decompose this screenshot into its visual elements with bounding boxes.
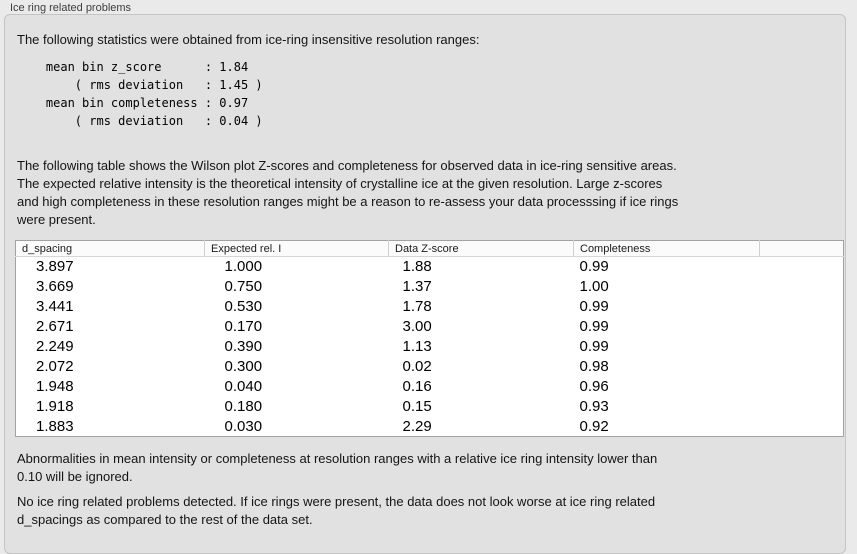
cell-d-spacing: 3.669 [36, 278, 74, 295]
cell-d-spacing: 1.883 [36, 417, 74, 435]
ice-ring-panel: The following statistics were obtained f… [4, 14, 846, 554]
cell-empty [760, 277, 844, 297]
cell-expected-rel-i: 0.030 [224, 417, 263, 435]
column-header-d-spacing[interactable]: d_spacing [15, 240, 205, 257]
conclusion-line: d_spacings as compared to the rest of th… [17, 512, 313, 527]
cell-empty [760, 357, 844, 377]
cell-data-z-score: 1.88 [402, 258, 432, 276]
description-line: and high completeness in these resolutio… [17, 194, 679, 209]
cell-data-z-score: 3.00 [402, 318, 432, 335]
cell-d-spacing: 2.249 [36, 338, 74, 355]
cell-completeness: 0.93 [579, 398, 609, 415]
cell-expected-rel-i: 0.040 [224, 378, 263, 395]
column-header-completeness[interactable]: Completeness [573, 240, 760, 257]
cell-completeness: 0.99 [579, 318, 609, 335]
cell-expected-rel-i: 0.530 [224, 298, 263, 315]
conclusion-text: No ice ring related problems detected. I… [17, 493, 845, 529]
table-header-row: d_spacing Expected rel. I Data Z-score C… [15, 240, 844, 257]
table-row[interactable]: 1.918 0.180 0.15 0.93 [16, 397, 844, 417]
stat-line-z-rms: ( rms deviation : 1.45 ) [17, 78, 263, 92]
cell-expected-rel-i: 0.390 [224, 338, 263, 355]
cell-empty [760, 297, 844, 317]
stat-line-completeness-rms: ( rms deviation : 0.04 ) [17, 114, 263, 128]
cell-completeness: 0.96 [579, 378, 609, 395]
cell-data-z-score: 0.02 [402, 358, 432, 375]
cell-d-spacing: 3.897 [36, 258, 74, 276]
description-line: were present. [17, 212, 96, 227]
cell-empty [760, 397, 844, 417]
cell-d-spacing: 3.441 [36, 298, 74, 315]
cell-data-z-score: 1.13 [402, 338, 432, 355]
cell-completeness: 0.98 [579, 358, 609, 375]
cell-empty [760, 377, 844, 397]
table-row[interactable]: 1.948 0.040 0.16 0.96 [16, 377, 844, 397]
cell-completeness: 0.99 [579, 338, 609, 355]
cell-data-z-score: 0.16 [402, 378, 432, 395]
cell-empty [760, 317, 844, 337]
cell-expected-rel-i: 0.170 [224, 318, 263, 335]
table-row[interactable]: 1.883 0.030 2.29 0.92 [16, 417, 844, 437]
stats-log-block: mean bin z_score : 1.84 ( rms deviation … [17, 58, 845, 130]
conclusion-line: No ice ring related problems detected. I… [17, 494, 656, 509]
cell-data-z-score: 1.78 [402, 298, 432, 315]
cell-completeness: 0.99 [579, 298, 609, 315]
cell-d-spacing: 1.918 [36, 398, 74, 415]
cell-expected-rel-i: 0.180 [224, 398, 263, 415]
cell-empty [760, 257, 844, 277]
column-header-data-z-score[interactable]: Data Z-score [388, 240, 574, 257]
ignore-note-line: 0.10 will be ignored. [17, 469, 133, 484]
table-row[interactable]: 3.669 0.750 1.37 1.00 [16, 277, 844, 297]
section-title: Ice ring related problems [10, 2, 132, 14]
cell-d-spacing: 2.072 [36, 358, 74, 375]
description-line: The following table shows the Wilson plo… [17, 158, 677, 173]
table-row[interactable]: 2.671 0.170 3.00 0.99 [16, 317, 844, 337]
cell-completeness: 1.00 [579, 278, 609, 295]
ignore-note-line: Abnormalities in mean intensity or compl… [17, 451, 658, 466]
table-description-text: The following table shows the Wilson plo… [17, 157, 845, 229]
stat-line-mean-completeness: mean bin completeness : 0.97 [17, 96, 249, 110]
description-line: The expected relative intensity is the t… [17, 176, 663, 191]
cell-data-z-score: 0.15 [402, 398, 432, 415]
cell-empty [760, 417, 844, 437]
cell-expected-rel-i: 0.300 [224, 358, 263, 375]
cell-completeness: 0.99 [579, 258, 609, 276]
table-row[interactable]: 3.441 0.530 1.78 0.99 [16, 297, 844, 317]
stats-intro-text: The following statistics were obtained f… [17, 32, 480, 47]
cell-expected-rel-i: 1.000 [224, 258, 263, 276]
ice-ring-table[interactable]: d_spacing Expected rel. I Data Z-score C… [15, 240, 844, 437]
cell-data-z-score: 2.29 [402, 417, 432, 435]
table-row[interactable]: 2.249 0.390 1.13 0.99 [16, 337, 844, 357]
table-row[interactable]: 3.897 1.000 1.88 0.99 [16, 257, 844, 277]
stat-line-mean-z-score: mean bin z_score : 1.84 [17, 60, 249, 74]
cell-d-spacing: 1.948 [36, 378, 74, 395]
cell-data-z-score: 1.37 [402, 278, 432, 295]
column-header-empty [759, 240, 844, 257]
cell-d-spacing: 2.671 [36, 318, 74, 335]
cell-completeness: 0.92 [579, 417, 609, 435]
cell-expected-rel-i: 0.750 [224, 278, 263, 295]
column-header-expected-rel-i[interactable]: Expected rel. I [204, 240, 389, 257]
table-row[interactable]: 2.072 0.300 0.02 0.98 [16, 357, 844, 377]
cell-empty [760, 337, 844, 357]
ignore-note-text: Abnormalities in mean intensity or compl… [17, 450, 845, 486]
